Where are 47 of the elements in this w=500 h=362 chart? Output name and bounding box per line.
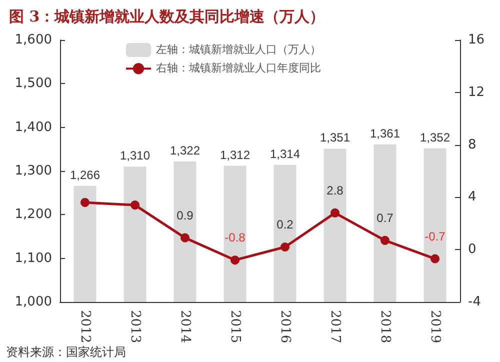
x-tick-label: 2016	[278, 310, 292, 344]
data-label: 1,351	[320, 130, 350, 145]
data-label: 2.8	[326, 183, 344, 198]
y-tick-label: 1,600	[14, 32, 52, 48]
point	[180, 233, 190, 242]
x-tick-label: 2014	[178, 310, 192, 344]
y2-tick-label: 4	[468, 190, 476, 205]
chart-title: 图 3：城镇新增就业人数及其同比增速（万人）	[9, 8, 325, 26]
y2-tick-label: 0	[468, 242, 476, 258]
data-label: 1,310	[120, 148, 150, 163]
point	[430, 254, 440, 264]
data-label: 0.7	[376, 210, 394, 225]
y-tick-label: 1,500	[14, 76, 52, 92]
y2-tick-label: 16	[468, 32, 485, 48]
data-label: 0.2	[276, 217, 294, 232]
y-tick-label: 1,200	[14, 207, 52, 222]
y2-tick-label: 8	[468, 137, 476, 152]
data-label: 1,312	[220, 148, 250, 162]
x-tick-label: 2018	[378, 310, 392, 344]
data-label: 1,266	[70, 168, 100, 182]
point	[230, 256, 240, 265]
data-label: 1,314	[270, 146, 300, 161]
point	[380, 236, 390, 245]
legend-label: 左轴：城镇新增就业人口（万人）	[156, 43, 321, 56]
point	[130, 200, 140, 210]
x-tick-label: 2012	[78, 310, 92, 344]
legend-label: 右轴：城镇新增就业人口年度同比	[156, 62, 321, 75]
point	[280, 242, 290, 252]
data-label: 1,361	[370, 126, 400, 140]
data-label: -0.8	[224, 230, 246, 245]
x-tick-label: 2017	[328, 310, 342, 344]
y2-tick-label: 12	[468, 84, 485, 100]
point	[330, 208, 340, 218]
y2-tick-label: -4	[468, 294, 481, 310]
y-tick-label: 1,300	[14, 164, 52, 178]
data-label: 1,352	[420, 130, 450, 144]
y-tick-label: 1,400	[14, 120, 52, 135]
x-tick-label: 2019	[428, 310, 442, 344]
data-label: 0.9	[176, 208, 194, 222]
data-label: -0.7	[424, 229, 446, 244]
x-tick-label: 2015	[228, 310, 242, 344]
y-tick-label: 1,000	[14, 294, 52, 310]
text: 资料来源：国家统计局	[6, 345, 126, 359]
y-tick-label: 1,100	[14, 250, 52, 266]
x-tick-label: 2013	[128, 310, 142, 344]
point	[80, 198, 90, 207]
data-label: 1,322	[170, 143, 200, 158]
